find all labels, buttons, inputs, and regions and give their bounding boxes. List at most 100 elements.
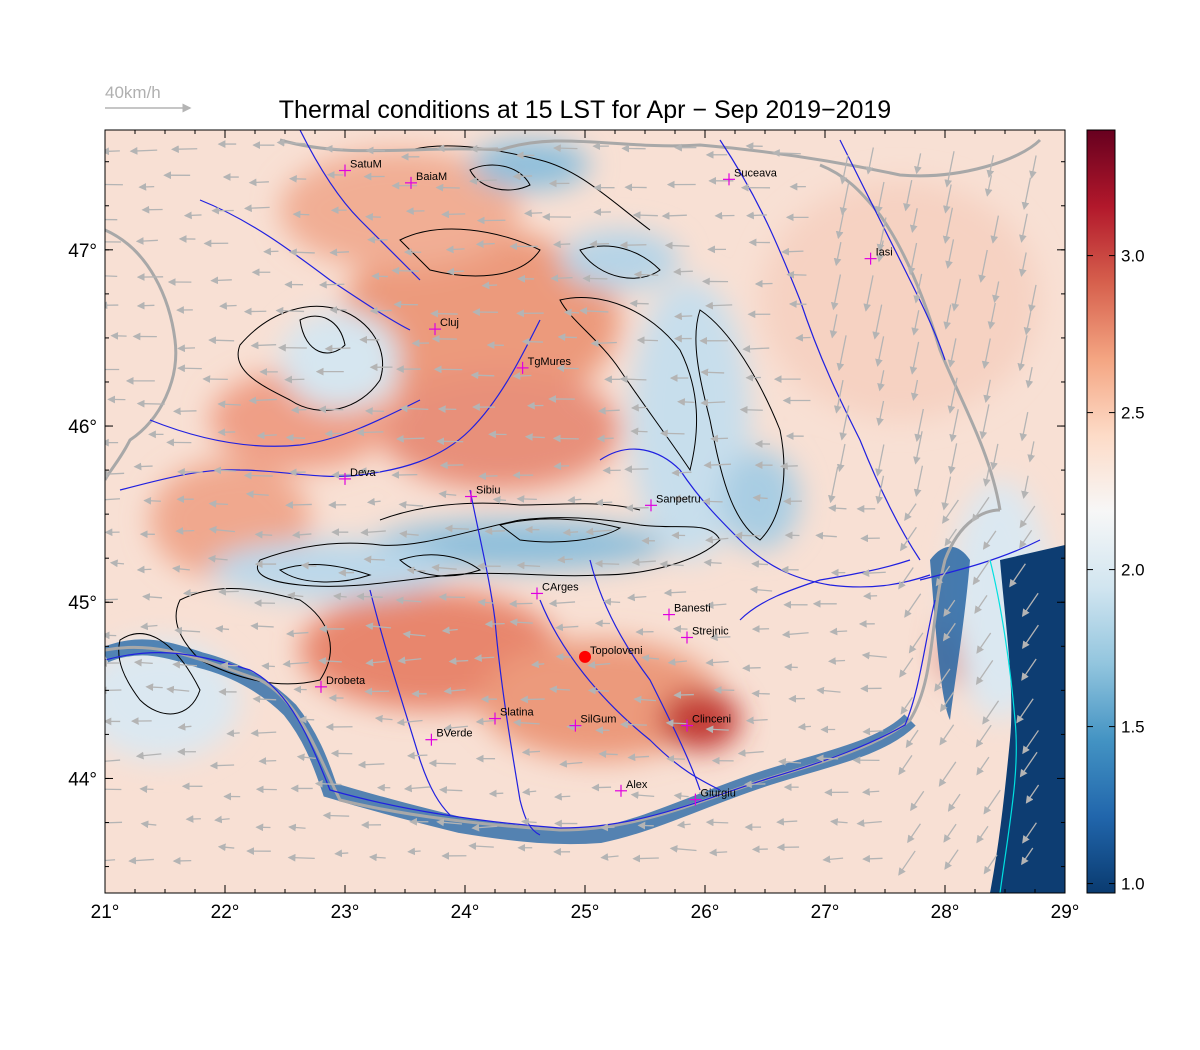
wind-arrow xyxy=(324,429,343,438)
wind-arrow xyxy=(911,310,920,336)
wind-arrow xyxy=(478,472,498,481)
wind-arrow xyxy=(509,618,533,627)
wind-arrow xyxy=(630,427,648,436)
station-cluj[interactable]: Cluj xyxy=(429,317,459,336)
station-label: Slatina xyxy=(500,707,535,719)
wind-arrow xyxy=(700,398,726,407)
wind-arrow xyxy=(136,301,155,310)
station-label: CArges xyxy=(542,581,579,593)
wind-arrow xyxy=(944,151,955,188)
x-tick-label: 28° xyxy=(931,902,960,923)
station-topoloveni[interactable]: Topoloveni xyxy=(579,645,643,663)
station-strejnic[interactable]: Strejnic xyxy=(681,625,729,644)
wind-arrow xyxy=(876,400,885,427)
wind-arrow xyxy=(664,241,690,250)
wind-arrow xyxy=(276,138,306,147)
station-sanpetru[interactable]: Sanpetru xyxy=(645,493,701,512)
x-tick-label: 25° xyxy=(571,902,600,923)
wind-arrow xyxy=(630,791,655,800)
wind-arrow xyxy=(218,587,239,596)
station-alex[interactable]: Alex xyxy=(615,779,648,797)
station-giurgiu[interactable]: Giurgiu xyxy=(689,788,736,806)
wind-arrow xyxy=(399,404,429,413)
wind-arrow xyxy=(174,626,201,635)
wind-arrow xyxy=(292,210,310,219)
station-tgmures[interactable]: TgMures xyxy=(516,356,572,374)
wind-arrow xyxy=(875,181,885,215)
wind-arrow xyxy=(982,530,997,550)
elevation-contours xyxy=(118,145,785,715)
wind-arrow xyxy=(941,476,952,511)
station-drobeta[interactable]: Drobeta xyxy=(315,675,366,693)
wind-arrow xyxy=(431,563,457,572)
wind-arrow xyxy=(329,248,350,257)
wind-arrow xyxy=(135,751,162,760)
wind-arrow xyxy=(829,627,848,636)
wind-arrow xyxy=(250,622,274,631)
wind-arrow xyxy=(1021,592,1039,617)
wind-arrow xyxy=(862,727,884,736)
wind-arrow xyxy=(703,461,732,469)
wind-arrow xyxy=(665,719,688,728)
station-silgum[interactable]: SilGum xyxy=(569,714,616,732)
wind-arrow xyxy=(944,849,959,870)
station-satum[interactable]: SatuM xyxy=(339,159,382,177)
wind-arrow xyxy=(136,399,165,408)
wind-arrow xyxy=(1022,730,1039,755)
station-label: SatuM xyxy=(350,159,382,171)
wind-arrow xyxy=(553,462,570,470)
station-iasi[interactable]: Iasi xyxy=(864,247,893,265)
wind-scale-label: 40km/h xyxy=(105,83,161,102)
wind-arrow xyxy=(512,718,540,727)
station-label: Strejnic xyxy=(692,625,729,637)
wind-arrow xyxy=(1017,335,1028,372)
wind-arrow xyxy=(446,267,465,276)
station-sibiu[interactable]: Sibiu xyxy=(465,485,500,503)
wind-arrow xyxy=(661,211,687,220)
wind-arrow xyxy=(473,654,495,662)
x-tick-label: 22° xyxy=(211,902,240,923)
station-baiam[interactable]: BaiaM xyxy=(405,171,447,189)
wind-arrow xyxy=(737,749,764,757)
wind-arrow xyxy=(951,278,962,312)
station-suceava[interactable]: Suceava xyxy=(723,167,778,186)
wind-arrow xyxy=(333,592,347,601)
station-label: BaiaM xyxy=(416,171,447,183)
wind-arrow xyxy=(600,853,619,861)
wind-arrow xyxy=(550,274,573,283)
wind-arrow xyxy=(213,466,237,475)
wind-arrow xyxy=(430,309,458,318)
station-label: Cluj xyxy=(440,317,459,329)
wind-arrow xyxy=(942,207,954,244)
station-banesti[interactable]: Banesti xyxy=(663,603,711,621)
wind-arrow xyxy=(900,526,917,552)
station-slatina[interactable]: Slatina xyxy=(489,707,535,725)
wind-arrow xyxy=(938,761,957,787)
wind-arrow xyxy=(909,341,920,375)
station-carges[interactable]: CArges xyxy=(531,581,579,600)
wind-arrow xyxy=(981,338,991,370)
station-label: Sibiu xyxy=(476,485,500,497)
wind-arrow xyxy=(786,270,807,279)
wind-arrow xyxy=(913,431,923,465)
coastline xyxy=(989,559,1017,893)
station-bverde[interactable]: BVerde xyxy=(425,728,472,746)
wind-arrow xyxy=(530,660,545,669)
station-deva[interactable]: Deva xyxy=(339,467,377,485)
wind-arrow xyxy=(1018,252,1027,277)
wind-arrow xyxy=(226,729,240,738)
wind-arrow xyxy=(913,465,924,498)
wind-arrow xyxy=(749,585,773,594)
wind-arrow xyxy=(365,658,386,667)
wind-arrow xyxy=(904,593,922,618)
wind-arrow xyxy=(208,336,235,345)
wind-arrow xyxy=(942,622,956,642)
wind-arrow xyxy=(248,178,269,187)
wind-arrow xyxy=(172,407,197,416)
station-clinceni[interactable]: Clinceni xyxy=(681,714,731,732)
wind-arrow xyxy=(105,598,118,601)
wind-arrow xyxy=(214,815,230,824)
wind-arrow xyxy=(129,147,158,155)
wind-arrow xyxy=(983,789,1001,815)
station-label: Deva xyxy=(350,467,377,479)
